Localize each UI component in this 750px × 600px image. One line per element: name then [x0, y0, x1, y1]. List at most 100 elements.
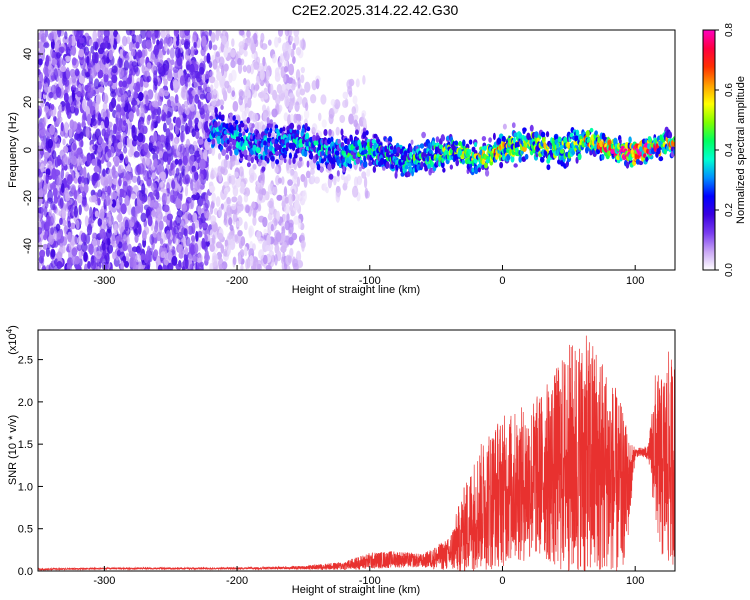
spectrogram-blob — [38, 211, 42, 220]
spectrogram-ridge-blob — [575, 129, 580, 136]
spectrogram-blob — [353, 119, 358, 128]
spectrogram-blob — [61, 219, 67, 227]
spectrogram-blob — [258, 189, 264, 201]
spectrogram-blob — [143, 142, 149, 153]
spectrogram-ridge-blob — [634, 153, 638, 160]
spectrogram-blob — [116, 199, 120, 210]
spectrogram-ridge-blob — [563, 136, 567, 143]
spectrogram-blob — [133, 228, 139, 236]
spectrogram-blob — [118, 188, 125, 198]
spectrogram-blob — [189, 214, 194, 223]
spectrogram-blob — [282, 251, 286, 263]
spectrogram-blob — [203, 55, 207, 63]
spectrogram-x-tick-label: -100 — [359, 275, 381, 287]
spectrogram-blob — [38, 187, 44, 199]
spectrogram-blob — [175, 263, 182, 270]
spectrogram-blob — [150, 199, 155, 209]
spectrogram-blob — [195, 130, 200, 140]
spectrogram-blob — [71, 57, 77, 66]
spectrogram-ridge-blob — [266, 156, 270, 164]
spectrogram-blob — [203, 202, 209, 212]
spectrogram-blob — [119, 48, 124, 59]
spectrogram-ridge-blob — [538, 152, 542, 158]
spectrogram-ridge-blob — [363, 155, 367, 163]
spectrogram-blob — [123, 93, 128, 101]
spectrogram-blob — [57, 231, 63, 238]
spectrogram-blob — [218, 99, 225, 106]
spectrogram-blob — [136, 175, 141, 186]
spectrogram-blob — [60, 167, 65, 180]
spectrogram-ridge-blob — [404, 165, 409, 170]
spectrogram-blob — [56, 117, 61, 125]
snr-x-tick-label: -300 — [93, 575, 115, 587]
spectrogram-blob — [294, 199, 300, 211]
spectrogram-blob — [172, 35, 177, 47]
spectrogram-ridge-blob — [468, 139, 473, 145]
spectrogram-blob — [40, 163, 45, 173]
spectrogram-ridge-blob — [647, 136, 652, 141]
spectrogram-blob — [152, 145, 158, 152]
spectrogram-blob — [131, 175, 138, 183]
spectrogram-ridge-blob — [599, 140, 604, 148]
spectrogram-blob — [60, 65, 67, 73]
spectrogram-ridge-blob — [471, 167, 475, 173]
spectrogram-blob — [288, 63, 295, 76]
spectrogram-blob — [102, 168, 106, 177]
spectrogram-blob — [55, 52, 61, 59]
spectrogram-blob — [199, 93, 206, 100]
spectrogram-ridge-blob — [331, 163, 336, 169]
spectrogram-ridge-blob — [225, 154, 230, 160]
spectrogram-blob — [49, 31, 55, 43]
spectrogram-ridge-blob — [313, 140, 318, 146]
colorbar-tick-label: 0.4 — [724, 143, 735, 157]
spectrogram-blob — [113, 223, 119, 236]
snr-x-axis-label: Height of straight line (km) — [292, 584, 420, 596]
spectrogram-blob — [80, 140, 84, 148]
spectrogram-blob — [226, 196, 231, 205]
spectrogram-blob — [94, 210, 99, 218]
spectrogram-blob — [168, 132, 174, 140]
spectrogram-blob — [284, 203, 291, 215]
snr-x-tick-label: 0 — [499, 575, 505, 587]
spectrogram-blob — [122, 242, 128, 252]
spectrogram-ridge-blob — [468, 148, 472, 155]
spectrogram-blob — [123, 234, 127, 242]
spectrogram-blob — [65, 48, 73, 58]
spectrogram-blob — [284, 95, 290, 108]
spectrogram-blob — [223, 90, 228, 102]
spectrogram-ridge-blob — [274, 124, 279, 130]
spectrogram-blob — [205, 249, 209, 260]
spectrogram-blob — [356, 175, 363, 186]
spectrogram-blob — [197, 138, 204, 145]
spectrogram-ridge-blob — [368, 161, 373, 167]
colorbar-label: Normalized spectral amplitude — [735, 76, 747, 224]
spectrogram-blob — [131, 126, 138, 137]
spectrogram-blob — [303, 176, 308, 188]
spectrogram-blob — [126, 235, 130, 245]
spectrogram-blob — [256, 230, 261, 240]
spectrogram-ridge-blob — [385, 151, 390, 158]
spectrogram-blob — [129, 256, 135, 268]
spectrogram-blob — [137, 265, 144, 270]
spectrogram-ridge-blob — [540, 131, 546, 138]
spectrogram-blob — [187, 76, 191, 87]
spectrogram-blob — [116, 33, 121, 44]
spectrogram-blob — [185, 144, 190, 153]
spectrogram-blob — [70, 156, 76, 165]
spectrogram-blob — [61, 209, 67, 219]
spectrogram-ridge-blob — [601, 153, 605, 161]
spectrogram-blob — [244, 84, 249, 91]
spectrogram-x-tick-label: -200 — [226, 275, 248, 287]
spectrogram-blob — [50, 227, 54, 236]
spectrogram-blob — [141, 64, 145, 74]
spectrogram-blob — [73, 205, 79, 218]
spectrogram-blob — [73, 177, 79, 184]
spectrogram-blob — [281, 232, 286, 242]
spectrogram-blob — [117, 141, 123, 150]
spectrogram-blob — [190, 154, 195, 164]
spectrogram-ridge-blob — [215, 112, 218, 118]
spectrogram-blob — [220, 159, 227, 169]
spectrogram-blob — [109, 235, 116, 245]
spectrogram-ridge-blob — [559, 149, 565, 154]
snr-panel: -300 -200 -100 0 100 0.00.51.01.52.02.5 Heig… — [5, 325, 676, 596]
